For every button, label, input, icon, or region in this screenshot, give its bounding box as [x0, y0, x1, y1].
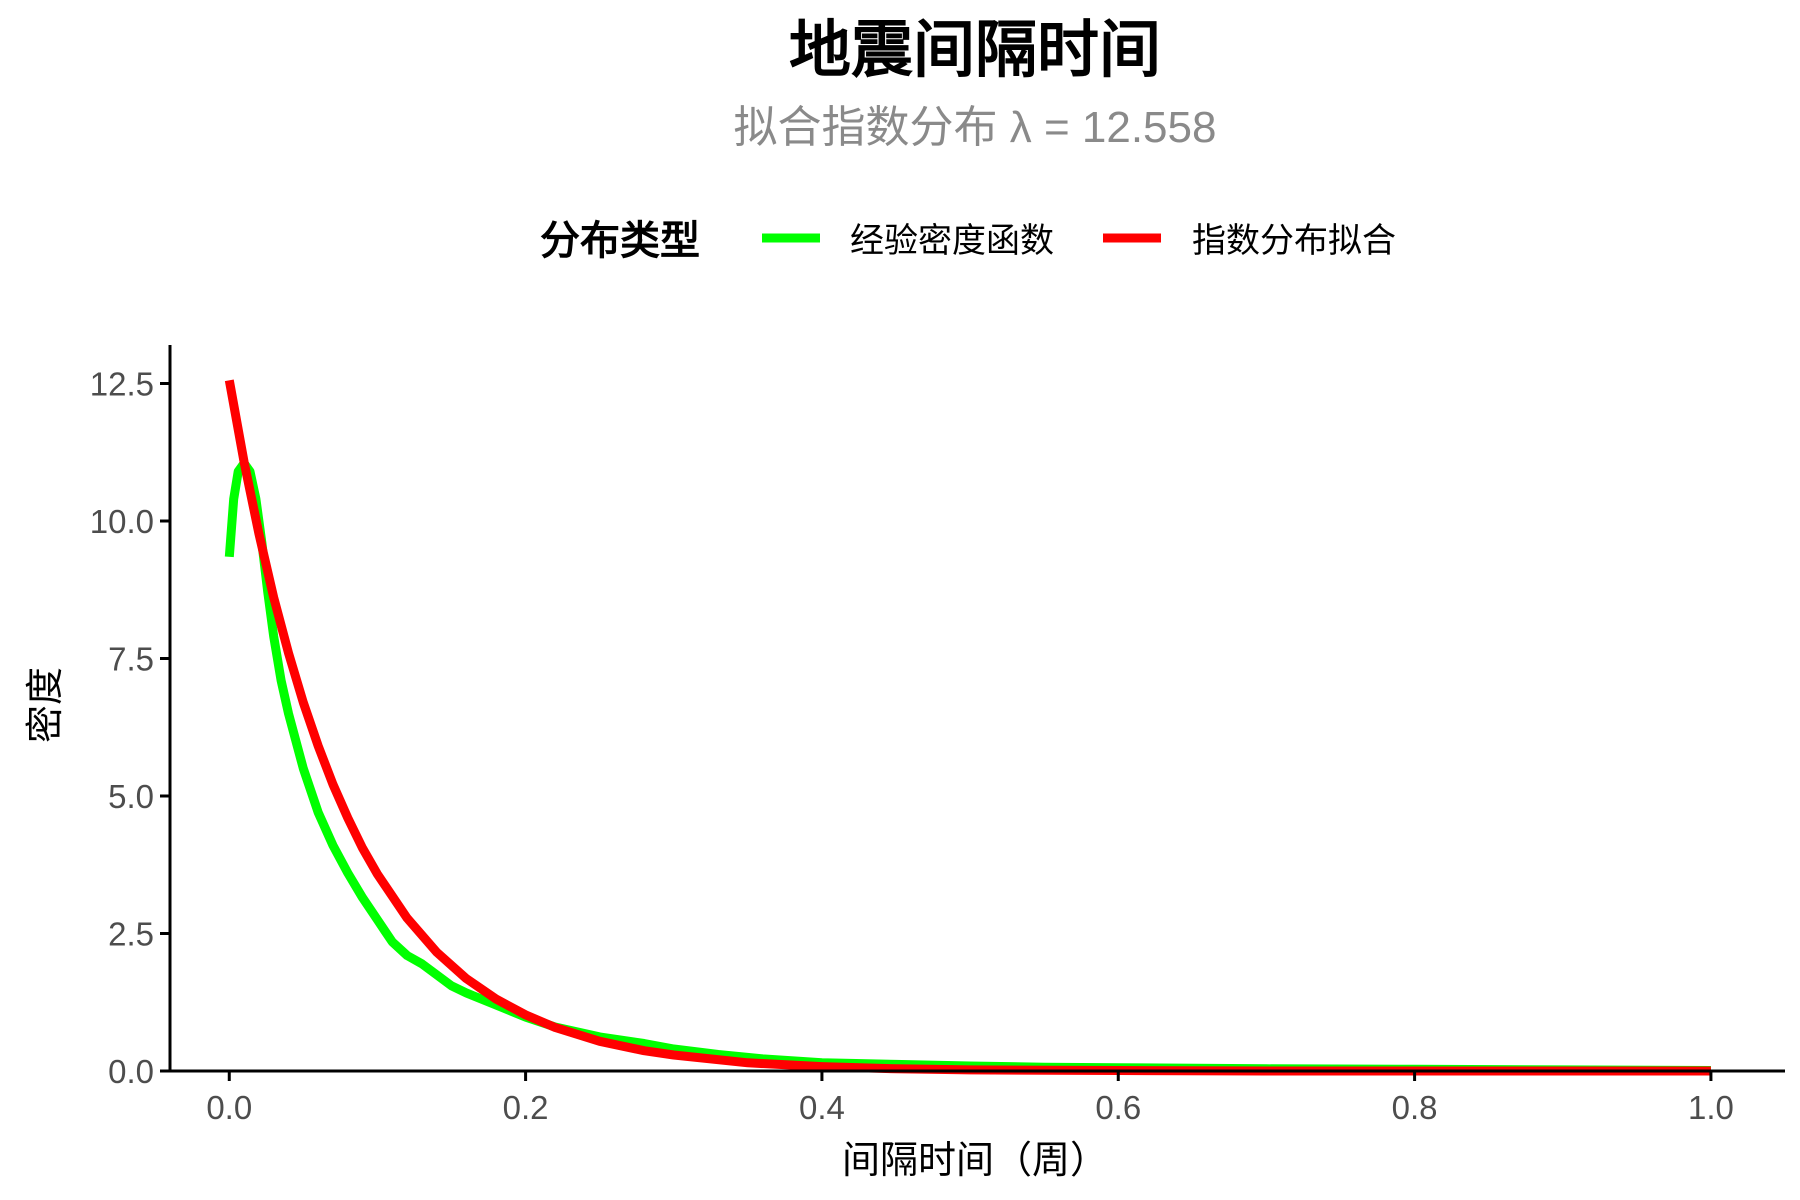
empirical-density-line — [224, 458, 1711, 1075]
y-tick-label: 5.0 — [108, 778, 154, 815]
y-tick-label: 7.5 — [108, 641, 154, 678]
y-axis-label: 密度 — [23, 667, 67, 743]
x-axis-label: 间隔时间（周） — [842, 1138, 1108, 1182]
y-tick-label: 12.5 — [90, 366, 154, 403]
x-axis-ticks: 0.0 0.2 0.4 0.6 0.8 1.0 — [206, 1071, 1734, 1126]
y-tick-label: 0.0 — [108, 1053, 154, 1090]
y-tick-label: 10.0 — [90, 503, 154, 540]
exponential-fit-line — [224, 379, 1711, 1076]
x-tick-label: 0.8 — [1392, 1089, 1438, 1126]
y-tick-label: 2.5 — [108, 916, 154, 953]
chart-subtitle: 拟合指数分布 λ = 12.558 — [734, 103, 1217, 152]
legend: 分布类型 经验密度函数 指数分布拟合 — [540, 217, 1396, 264]
x-tick-label: 0.2 — [503, 1089, 549, 1126]
legend-title: 分布类型 — [540, 217, 700, 264]
plot-area: 0.0 0.2 0.4 0.6 0.8 1.0 0.0 2.5 5.0 7.5 10.0 12.5 — [90, 345, 1785, 1126]
y-axis-ticks: 0.0 2.5 5.0 7.5 10.0 12.5 — [90, 366, 170, 1090]
x-tick-label: 0.4 — [799, 1089, 845, 1126]
x-tick-label: 1.0 — [1688, 1089, 1734, 1126]
x-tick-label: 0.0 — [206, 1089, 252, 1126]
legend-label-empirical: 经验密度函数 — [850, 221, 1054, 261]
chart-title: 地震间隔时间 — [789, 13, 1161, 86]
series-layer — [224, 379, 1711, 1076]
x-tick-label: 0.6 — [1095, 1089, 1141, 1126]
legend-label-exponential: 指数分布拟合 — [1192, 221, 1396, 261]
